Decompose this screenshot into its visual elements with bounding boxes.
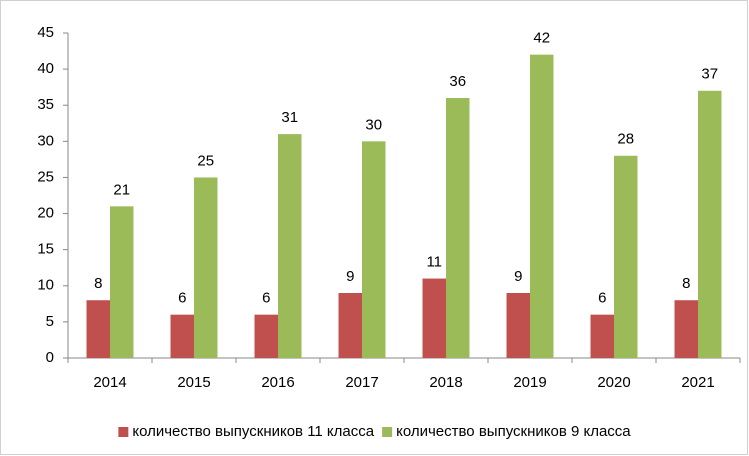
data-label: 9	[514, 268, 522, 285]
bar	[590, 314, 614, 358]
x-tick-label: 2015	[177, 374, 210, 391]
y-tick-label: 10	[37, 277, 54, 294]
data-label: 30	[365, 116, 382, 133]
x-tick-label: 2014	[93, 374, 126, 391]
data-label: 8	[682, 275, 690, 292]
x-tick-label: 2019	[513, 374, 546, 391]
legend-swatch	[382, 427, 393, 437]
bar	[110, 206, 134, 358]
bar	[530, 54, 554, 359]
data-label: 36	[449, 73, 466, 90]
bar	[446, 98, 470, 358]
legend-label: количество выпускников 9 класса	[396, 423, 631, 440]
bar	[170, 314, 194, 358]
bar	[86, 300, 110, 358]
bar	[698, 90, 722, 359]
y-tick-label: 25	[37, 168, 54, 185]
y-tick-label: 15	[37, 241, 54, 258]
y-tick-label: 40	[37, 60, 54, 77]
x-tick-label: 2018	[429, 374, 462, 391]
y-tick-label: 0	[46, 349, 54, 366]
data-label: 21	[113, 181, 130, 198]
x-tick-label: 2020	[597, 374, 630, 391]
bar	[338, 293, 362, 358]
legend-swatch	[118, 427, 129, 437]
bar	[674, 300, 698, 358]
bar	[422, 278, 446, 358]
bar	[254, 314, 278, 358]
data-label: 11	[426, 254, 442, 271]
data-label: 42	[533, 30, 550, 47]
y-tick-label: 35	[37, 96, 54, 113]
x-tick-label: 2017	[345, 374, 378, 391]
x-tick-label: 2016	[261, 374, 294, 391]
data-label: 8	[94, 275, 102, 292]
bar	[194, 177, 218, 358]
y-tick-label: 20	[37, 205, 54, 222]
y-tick-label: 45	[37, 24, 54, 41]
data-label: 28	[617, 131, 634, 148]
data-label: 25	[197, 152, 214, 169]
y-tick-label: 30	[37, 132, 54, 149]
y-tick-label: 5	[46, 313, 54, 330]
data-label: 37	[701, 66, 718, 83]
data-label: 6	[262, 290, 270, 307]
data-label: 6	[178, 290, 186, 307]
x-tick-label: 2021	[681, 374, 714, 391]
bar	[278, 134, 302, 358]
data-label: 6	[598, 290, 606, 307]
data-label: 9	[346, 268, 354, 285]
data-label: 31	[281, 109, 298, 126]
legend-label: количество выпускников 11 класса	[132, 423, 374, 440]
bar	[614, 155, 638, 358]
bar	[506, 293, 530, 358]
bar	[362, 141, 386, 358]
